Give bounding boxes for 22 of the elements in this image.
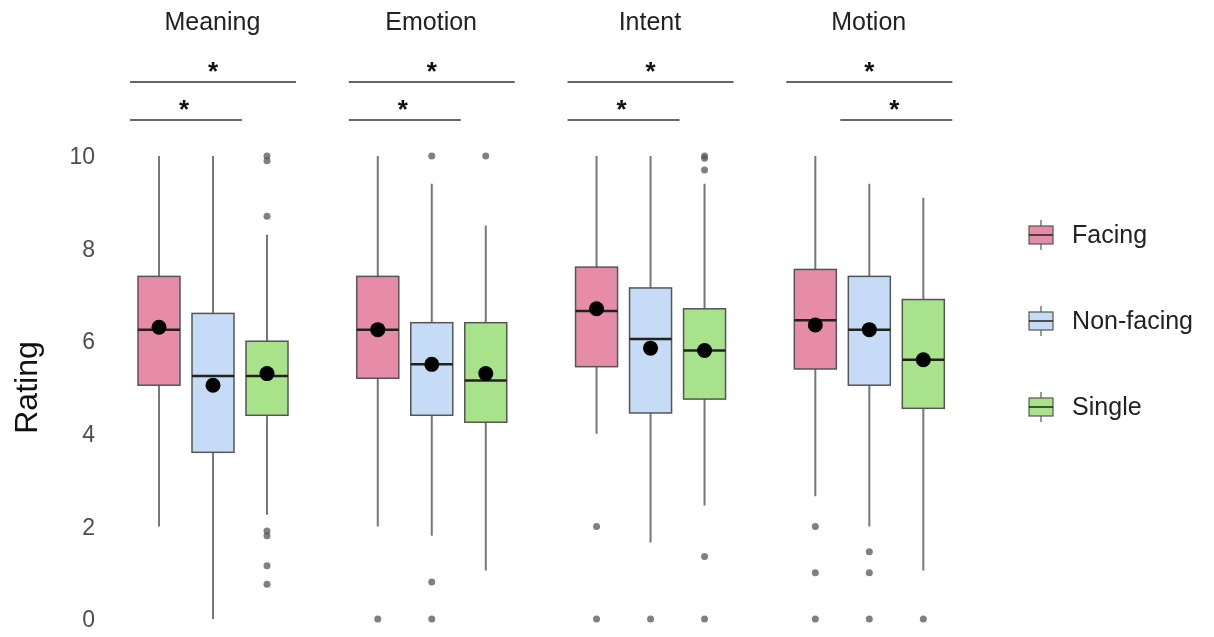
legend-label: Non-facing bbox=[1072, 306, 1193, 335]
y-tick-label: 8 bbox=[82, 235, 95, 262]
x-tick-label: Emotion bbox=[385, 7, 478, 35]
y-tick-label: 0 bbox=[82, 606, 95, 633]
legend-label: Facing bbox=[1072, 220, 1148, 249]
legend-label: Single bbox=[1072, 392, 1142, 421]
significance-bracket: * bbox=[348, 56, 516, 86]
y-axis-title: Rating bbox=[8, 341, 45, 434]
significance-bracket: * bbox=[566, 56, 735, 86]
x-tick-label: Intent bbox=[618, 7, 682, 35]
y-tick-label: 2 bbox=[82, 513, 95, 540]
y-tick-label: 10 bbox=[69, 143, 95, 170]
significance-bracket: * bbox=[566, 94, 681, 124]
significance-bracket: * bbox=[785, 56, 954, 86]
significance-bracket: * bbox=[839, 94, 954, 124]
significance-bracket: * bbox=[129, 94, 243, 124]
y-tick-label: 4 bbox=[82, 420, 96, 447]
x-tick-label: Motion bbox=[831, 7, 907, 35]
significance-bracket: * bbox=[129, 56, 297, 86]
x-tick-label: Meaning bbox=[164, 7, 261, 35]
significance-bracket: * bbox=[348, 94, 462, 124]
y-tick-label: 6 bbox=[82, 328, 95, 355]
